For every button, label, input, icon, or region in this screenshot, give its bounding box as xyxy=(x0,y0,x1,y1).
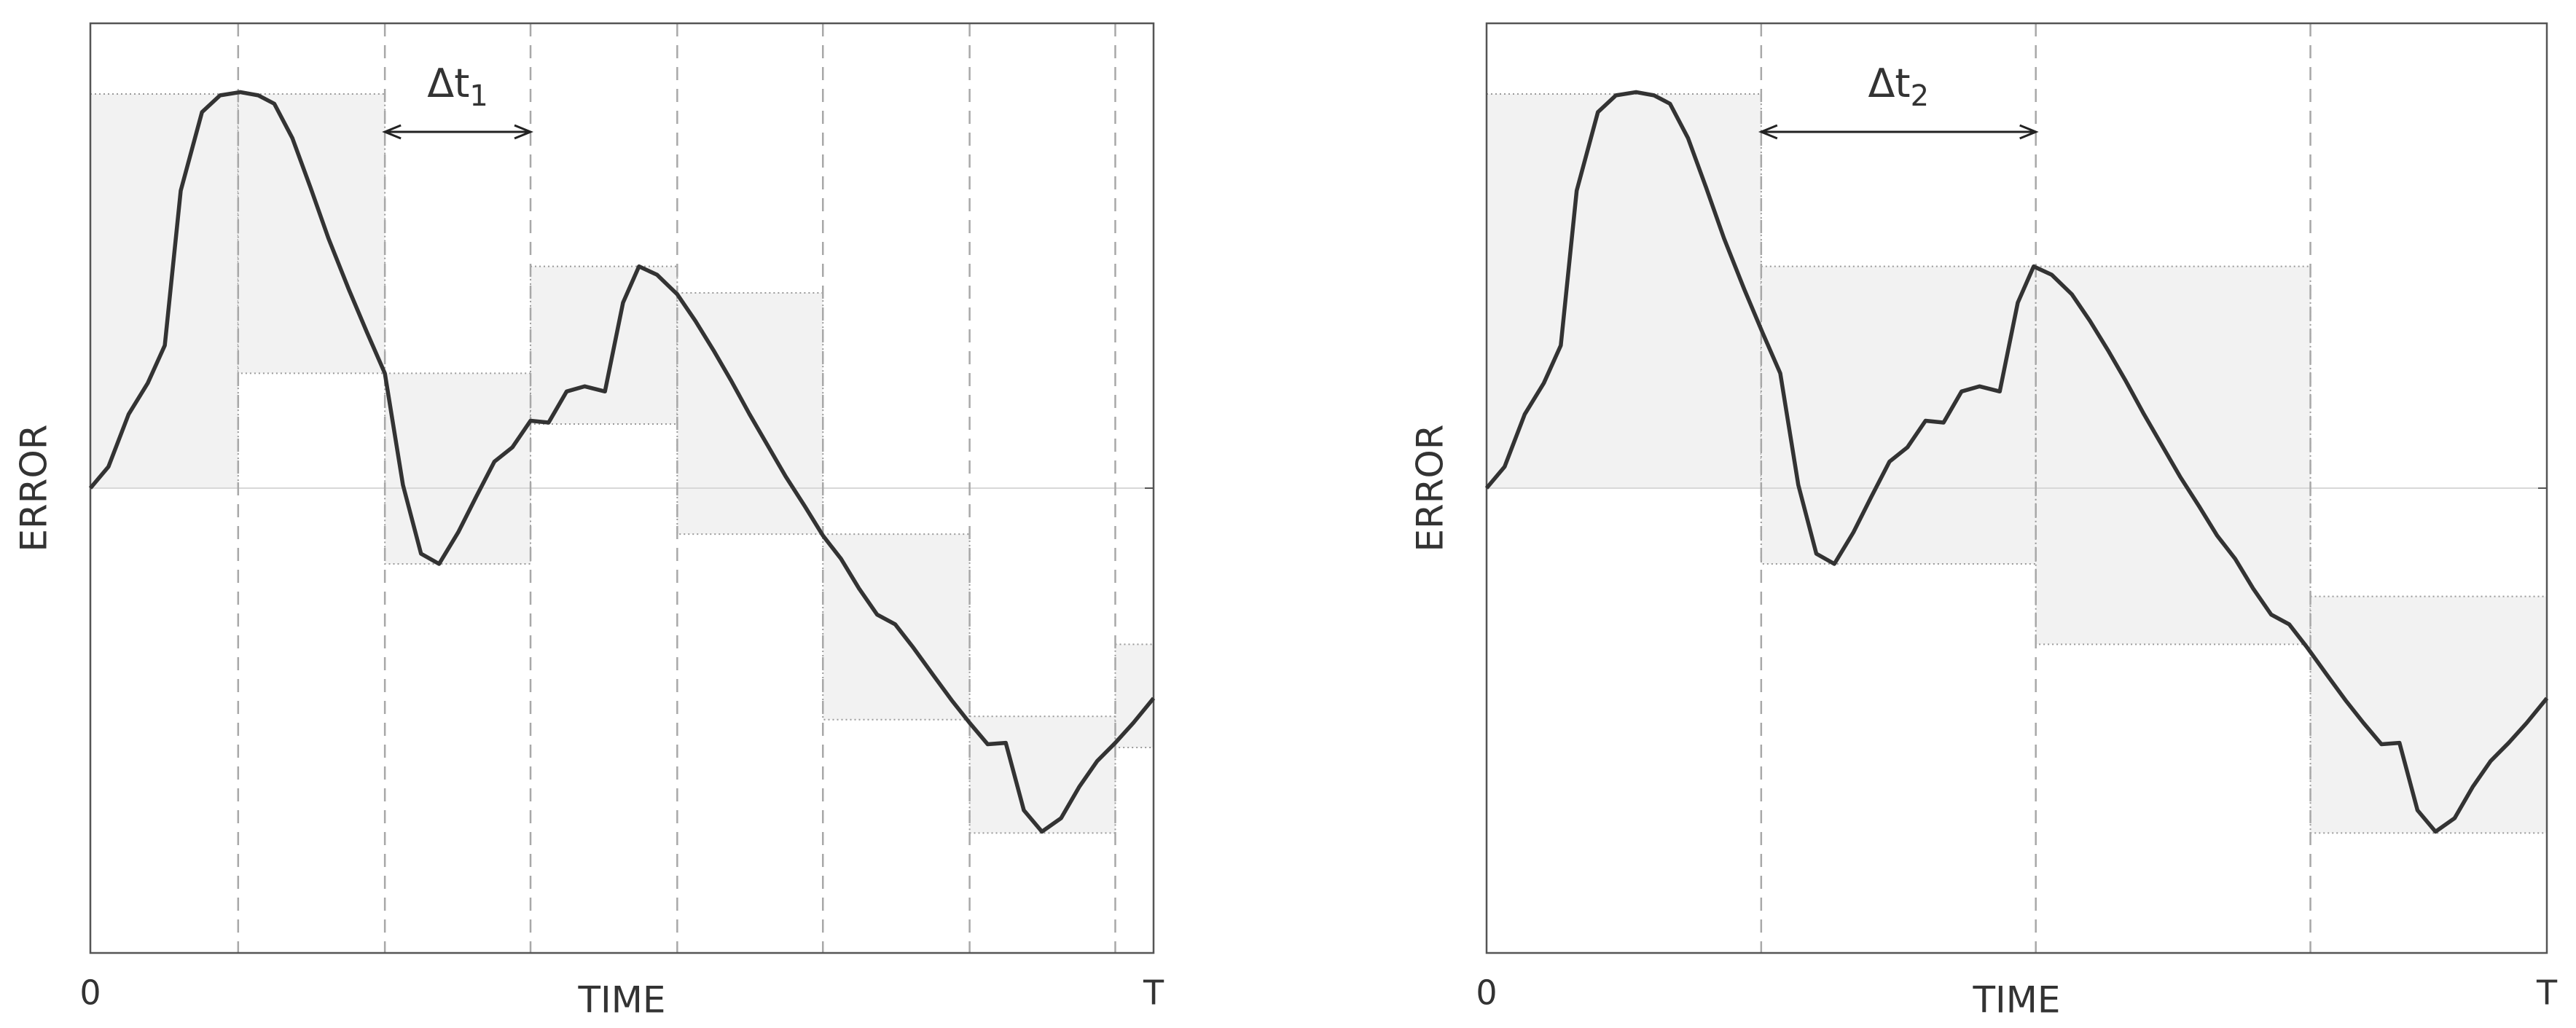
delta-text: Δt xyxy=(427,60,469,106)
interval-box xyxy=(1114,643,1154,749)
interval-box xyxy=(1760,265,2037,565)
x-axis-label: TIME xyxy=(577,979,665,1021)
interval-box xyxy=(1486,93,1762,489)
arrow-head xyxy=(2019,124,2039,140)
interval-box xyxy=(2309,595,2548,834)
error-curve xyxy=(1484,90,2549,834)
interval-box xyxy=(530,265,678,425)
arrow-head xyxy=(382,124,402,140)
interval-box xyxy=(968,715,1116,834)
x-axis-label: TIME xyxy=(1972,979,2060,1021)
y-axis-label: ERROR xyxy=(13,424,55,552)
delta-label: Δt1 xyxy=(427,60,488,113)
x-tick-label: T xyxy=(1143,973,1164,1013)
arrow-head xyxy=(514,124,533,140)
arrow-head xyxy=(1758,124,1778,140)
y-axis-label: ERROR xyxy=(1409,424,1452,552)
x-tick-label: T xyxy=(2536,973,2558,1013)
delta-arrow xyxy=(1758,124,2039,140)
delta-subscript: 2 xyxy=(1911,79,1929,113)
interval-box xyxy=(90,93,239,489)
delta-label: Δt2 xyxy=(1868,60,1929,113)
x-tick-label: 0 xyxy=(1476,973,1497,1013)
delta-arrow xyxy=(382,124,533,140)
interval-box xyxy=(2035,265,2311,646)
delta-subscript: 1 xyxy=(469,79,488,113)
interval-box xyxy=(237,93,386,374)
error-curve xyxy=(88,90,1156,834)
delta-text: Δt xyxy=(1868,60,1910,106)
x-tick-label: 0 xyxy=(79,973,101,1013)
